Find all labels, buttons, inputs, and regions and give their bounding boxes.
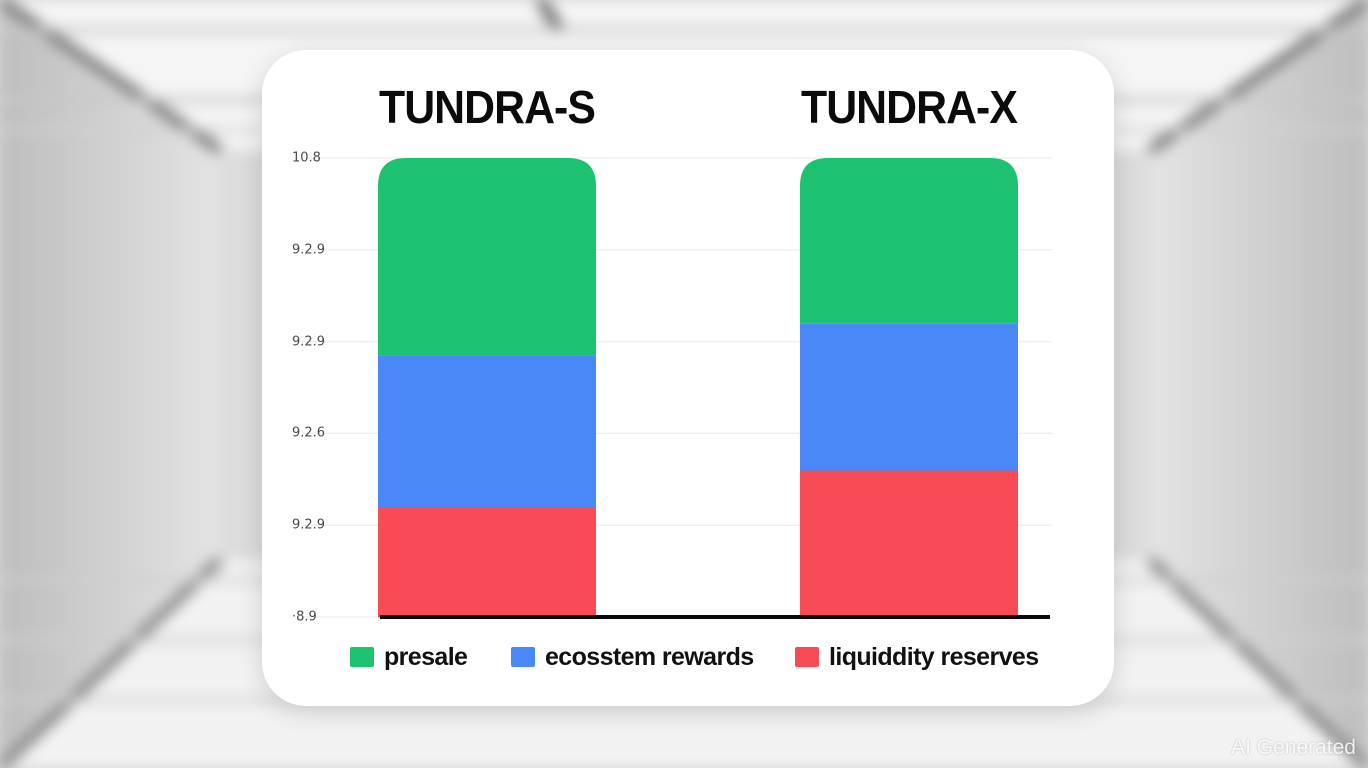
chart-legend: presale ecosstem rewards liquiddity rese… <box>350 640 1070 674</box>
legend-item-ecosystem-rewards: ecosstem rewards <box>511 640 754 674</box>
y-tick-label: 9.2.9 <box>292 242 326 258</box>
bar-segment-presale-tundra-s <box>378 158 596 356</box>
legend-swatch-presale <box>350 647 374 667</box>
legend-item-liquidity-reserves: liquiddity reserves <box>795 640 1039 674</box>
legend-item-presale: presale <box>350 640 468 674</box>
watermark-text: AI Generated <box>1231 736 1356 759</box>
y-tick-label: 9.2.9 <box>292 334 326 350</box>
y-tick-label: 10.8 <box>292 150 321 166</box>
chart-card: TUNDRA-S TUNDRA-X ·8.9 9.2.9 9.2.6 9.2.9… <box>262 50 1114 706</box>
bar-segment-ecosystem-rewards-tundra-x <box>800 323 1018 471</box>
bar-segment-liquidity-reserves-tundra-s <box>378 506 596 618</box>
category-label-tundra-s: TUNDRA-S <box>379 81 596 133</box>
bar-segment-liquidity-reserves-tundra-x <box>800 470 1018 618</box>
y-tick-label: 9.2.6 <box>292 425 326 441</box>
legend-label-ecosystem-rewards: ecosstem rewards <box>545 642 754 671</box>
legend-label-liquidity-reserves: liquiddity reserves <box>829 642 1039 671</box>
legend-swatch-ecosystem-rewards <box>511 647 535 667</box>
y-tick-label: ·8.9 <box>292 609 317 625</box>
legend-swatch-liquidity-reserves <box>795 647 819 667</box>
bar-segment-ecosystem-rewards-tundra-s <box>378 355 596 508</box>
bar-segment-presale-tundra-x <box>800 158 1018 324</box>
legend-label-presale: presale <box>384 642 468 671</box>
category-label-tundra-x: TUNDRA-X <box>801 81 1018 133</box>
y-tick-label: 9.2.9 <box>292 517 326 533</box>
chart-plot <box>302 157 1052 619</box>
